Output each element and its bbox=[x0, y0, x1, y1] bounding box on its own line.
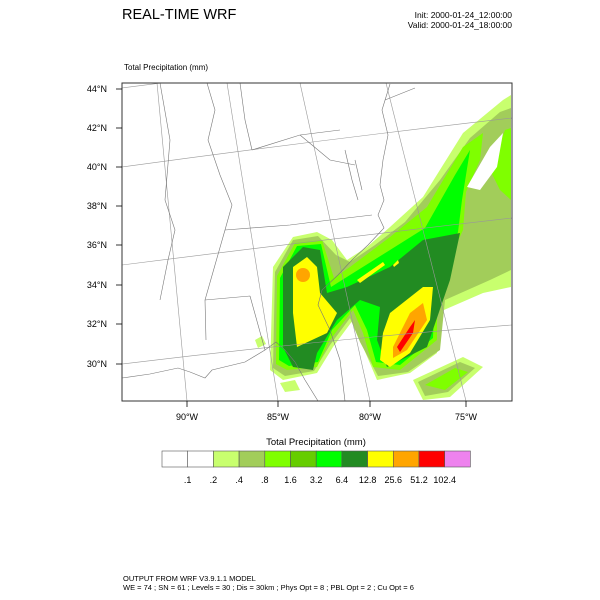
lon-label: 90°W bbox=[175, 412, 199, 422]
colorbar-level-label: 6.4 bbox=[335, 475, 349, 485]
colorbar-level-label: .1 bbox=[183, 475, 192, 485]
footer-line-2: WE = 74 ; SN = 61 ; Levels = 30 ; Dis = … bbox=[123, 583, 414, 592]
colorbar-level-label: 25.6 bbox=[384, 475, 403, 485]
forecast-times: Init: 2000-01-24_12:00:00 Valid: 2000-01… bbox=[408, 10, 512, 30]
colorbar-box bbox=[444, 450, 471, 468]
lat-label: 40°N bbox=[86, 162, 107, 172]
page-title: REAL-TIME WRF bbox=[122, 7, 237, 23]
lat-label: 38°N bbox=[86, 201, 107, 211]
colorbar-level-label: 1.6 bbox=[284, 475, 297, 485]
colorbar bbox=[161, 450, 471, 468]
colorbar-title: Total Precipitation (mm) bbox=[266, 437, 366, 448]
lat-label: 32°N bbox=[86, 319, 107, 329]
init-time: Init: 2000-01-24_12:00:00 bbox=[414, 10, 512, 20]
lon-label: 85°W bbox=[266, 412, 290, 422]
colorbar-level-label: 51.2 bbox=[410, 475, 428, 485]
colorbar-box bbox=[392, 450, 420, 468]
lat-label: 42°N bbox=[86, 123, 107, 133]
colorbar-box bbox=[264, 450, 291, 468]
colorbar-level-label: .2 bbox=[209, 475, 218, 485]
colorbar-box bbox=[367, 450, 394, 468]
map-frame bbox=[121, 82, 513, 402]
colorbar-box bbox=[315, 450, 343, 468]
colorbar-level-label: .8 bbox=[261, 475, 269, 485]
lat-label: 34°N bbox=[86, 280, 107, 290]
lat-label: 36°N bbox=[86, 240, 107, 250]
coastlines bbox=[122, 83, 416, 401]
colorbar-box bbox=[238, 450, 266, 468]
axis-ticks bbox=[116, 88, 467, 407]
footer-line-1: OUTPUT FROM WRF V3.9.1.1 MODEL bbox=[123, 574, 256, 583]
colorbar-level-label: 102.4 bbox=[433, 475, 456, 485]
field-label: Total Precipitation (mm) bbox=[124, 63, 209, 72]
colorbar-level-label: 3.2 bbox=[309, 475, 323, 485]
lat-label: 30°N bbox=[86, 359, 107, 369]
precip-hole bbox=[467, 133, 503, 190]
lon-label: 80°W bbox=[358, 412, 382, 422]
colorbar-level-label: 12.8 bbox=[358, 475, 377, 485]
colorbar-box bbox=[290, 450, 317, 468]
colorbar-level-label: .4 bbox=[235, 475, 243, 485]
model-footer: OUTPUT FROM WRF V3.9.1.1 MODEL WE = 74 ;… bbox=[123, 574, 414, 592]
colorbar-box bbox=[418, 450, 446, 468]
colorbar-box bbox=[187, 450, 214, 468]
colorbar-box bbox=[213, 450, 240, 468]
valid-time: Valid: 2000-01-24_18:00:00 bbox=[407, 20, 512, 30]
lat-label: 44°N bbox=[86, 84, 107, 94]
colorbar-box bbox=[161, 450, 189, 468]
lon-label: 75°W bbox=[454, 412, 478, 422]
colorbar-box bbox=[341, 450, 368, 468]
precip-red bbox=[397, 320, 415, 352]
